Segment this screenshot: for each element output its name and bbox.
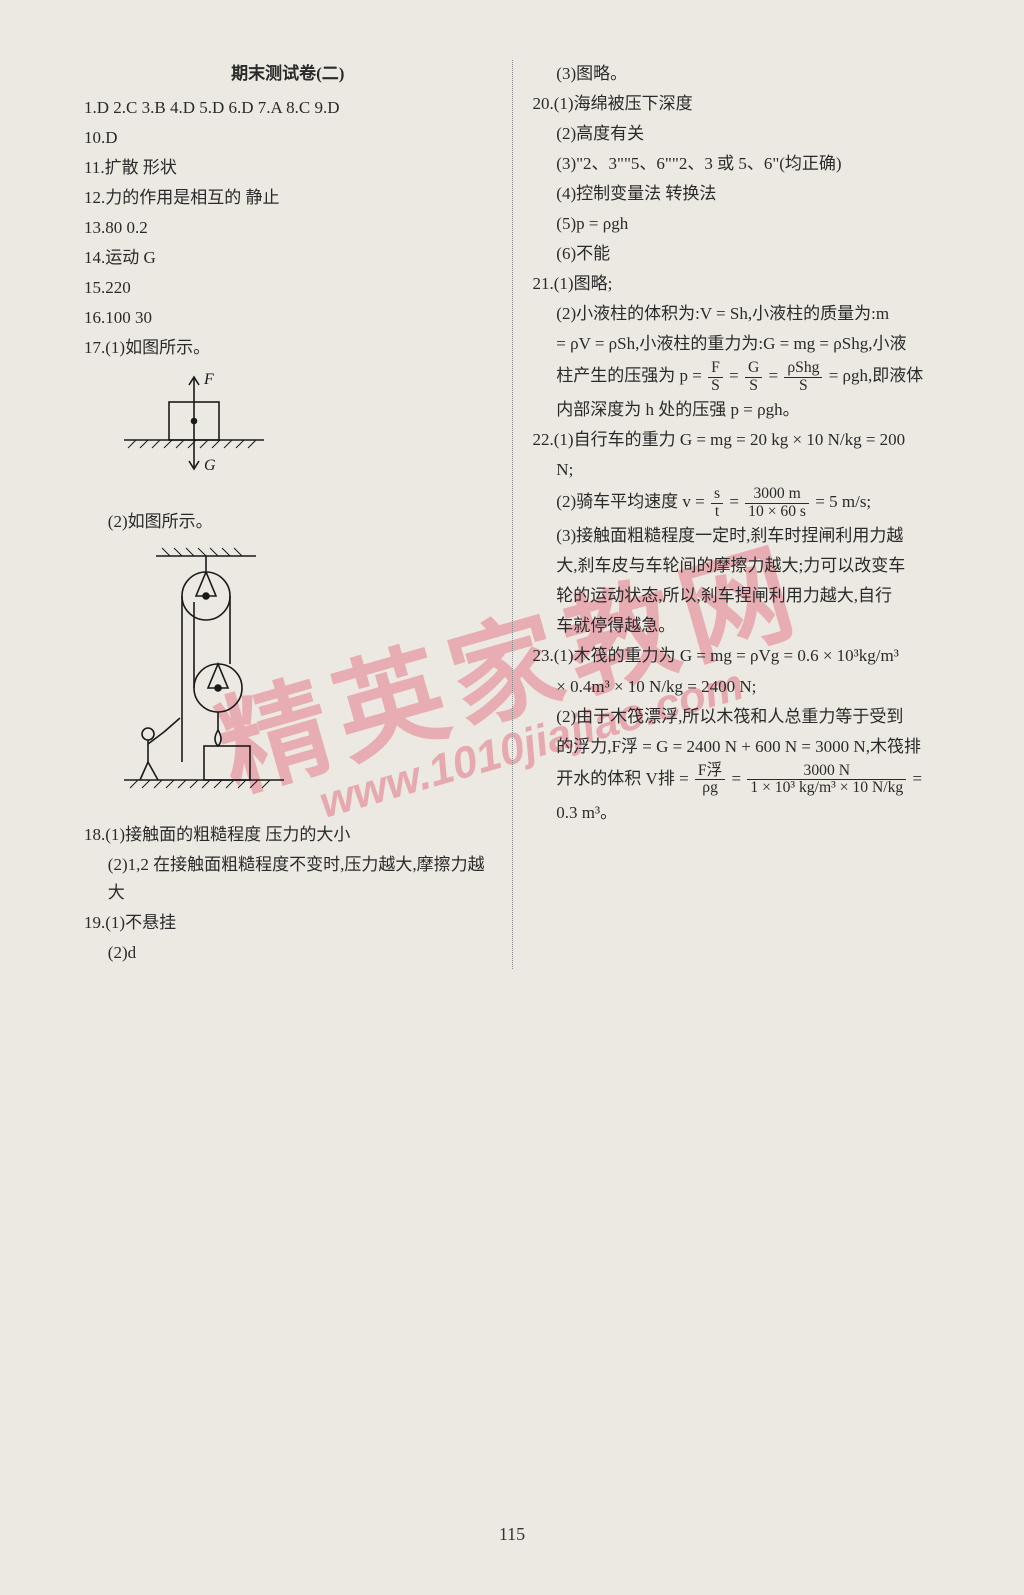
answer-21-2b: = ρV = ρSh,小液柱的重力为:G = mg = ρShg,小液 [533, 330, 941, 358]
exam-title: 期末测试卷(二) [84, 60, 492, 88]
label-F: F [203, 371, 214, 388]
answer-21-2c: 柱产生的压强为 p = FS = GS = ρShgS = ρgh,即液体 [533, 360, 941, 394]
page-number: 115 [0, 1524, 1024, 1545]
fraction: ρShgS [784, 360, 822, 394]
label-G: G [204, 457, 216, 474]
answer-20-1: 20.(1)海绵被压下深度 [533, 90, 941, 118]
answer-20-3: (3)"2、3""5、6""2、3 或 5、6"(均正确) [533, 150, 941, 178]
fraction: 3000 m10 × 60 s [745, 486, 809, 520]
answer-23-1b: × 0.4m³ × 10 N/kg = 2400 N; [533, 673, 941, 701]
answer-23-2c: 开水的体积 V排 = F浮ρg = 3000 N1 × 10³ kg/m³ × … [533, 763, 941, 797]
answer-22-1a: 22.(1)自行车的重力 G = mg = 20 kg × 10 N/kg = … [533, 426, 941, 454]
text: (2)骑车平均速度 v = [556, 492, 709, 511]
answer-23-2a: (2)由于木筏漂浮,所以木筏和人总重力等于受到 [533, 703, 941, 731]
text: = [768, 366, 782, 385]
answer-12: 12.力的作用是相互的 静止 [84, 184, 492, 212]
left-column: 期末测试卷(二) 1.D 2.C 3.B 4.D 5.D 6.D 7.A 8.C… [70, 60, 513, 969]
answer-19-3: (3)图略。 [533, 60, 941, 88]
answer-10: 10.D [84, 124, 492, 152]
answer-21-1: 21.(1)图略; [533, 270, 941, 298]
answer-18-2: (2)1,2 在接触面粗糙程度不变时,压力越大,摩擦力越大 [84, 851, 492, 907]
answer-22-3d: 车就停得越急。 [533, 612, 941, 640]
answer-19-2: (2)d [84, 939, 492, 967]
answer-20-4: (4)控制变量法 转换法 [533, 180, 941, 208]
answer-11: 11.扩散 形状 [84, 154, 492, 182]
fraction: FS [708, 360, 723, 394]
answer-13: 13.80 0.2 [84, 214, 492, 242]
answer-22-3a: (3)接触面粗糙程度一定时,刹车时捏闸利用力越 [533, 522, 941, 550]
text: = 5 m/s; [815, 492, 871, 511]
answer-16: 16.100 30 [84, 304, 492, 332]
answer-23-2d: 0.3 m³。 [533, 799, 941, 827]
answer-21-2d: 内部深度为 h 处的压强 p = ρgh。 [533, 396, 941, 424]
answer-22-1b: N; [533, 456, 941, 484]
text: = [732, 769, 746, 788]
answer-20-6: (6)不能 [533, 240, 941, 268]
answer-17-2: (2)如图所示。 [84, 508, 492, 536]
text: 开水的体积 V排 = [556, 769, 693, 788]
fraction: F浮ρg [695, 763, 725, 797]
answer-17-1: 17.(1)如图所示。 [84, 334, 492, 362]
diagram-17-1: F G [114, 370, 492, 499]
text: = [912, 769, 922, 788]
fraction: st [711, 486, 723, 520]
answer-22-3b: 大,刹车皮与车轮间的摩擦力越大;力可以改变车 [533, 552, 941, 580]
diagram-17-2 [114, 544, 492, 813]
answer-21-2a: (2)小液柱的体积为:V = Sh,小液柱的质量为:m [533, 300, 941, 328]
answer-20-2: (2)高度有关 [533, 120, 941, 148]
answers-1-9: 1.D 2.C 3.B 4.D 5.D 6.D 7.A 8.C 9.D [84, 94, 492, 122]
answer-18-1: 18.(1)接触面的粗糙程度 压力的大小 [84, 821, 492, 849]
right-column: (3)图略。 20.(1)海绵被压下深度 (2)高度有关 (3)"2、3""5、… [513, 60, 955, 969]
fraction: 3000 N1 × 10³ kg/m³ × 10 N/kg [747, 763, 906, 797]
fraction: GS [745, 360, 762, 394]
answer-23-1a: 23.(1)木筏的重力为 G = mg = ρVg = 0.6 × 10³kg/… [533, 642, 941, 670]
text: = [729, 366, 743, 385]
answer-19-1: 19.(1)不悬挂 [84, 909, 492, 937]
answer-22-2: (2)骑车平均速度 v = st = 3000 m10 × 60 s = 5 m… [533, 486, 941, 520]
text: = ρgh,即液体 [829, 366, 924, 385]
text: = [729, 492, 743, 511]
answer-20-5: (5)p = ρgh [533, 210, 941, 238]
answer-22-3c: 轮的运动状态,所以,刹车捏闸利用力越大,自行 [533, 582, 941, 610]
page-content: 期末测试卷(二) 1.D 2.C 3.B 4.D 5.D 6.D 7.A 8.C… [0, 0, 1024, 969]
text: 柱产生的压强为 p = [556, 366, 706, 385]
answer-15: 15.220 [84, 274, 492, 302]
answer-14: 14.运动 G [84, 244, 492, 272]
answer-23-2b: 的浮力,F浮 = G = 2400 N + 600 N = 3000 N,木筏排 [533, 733, 941, 761]
